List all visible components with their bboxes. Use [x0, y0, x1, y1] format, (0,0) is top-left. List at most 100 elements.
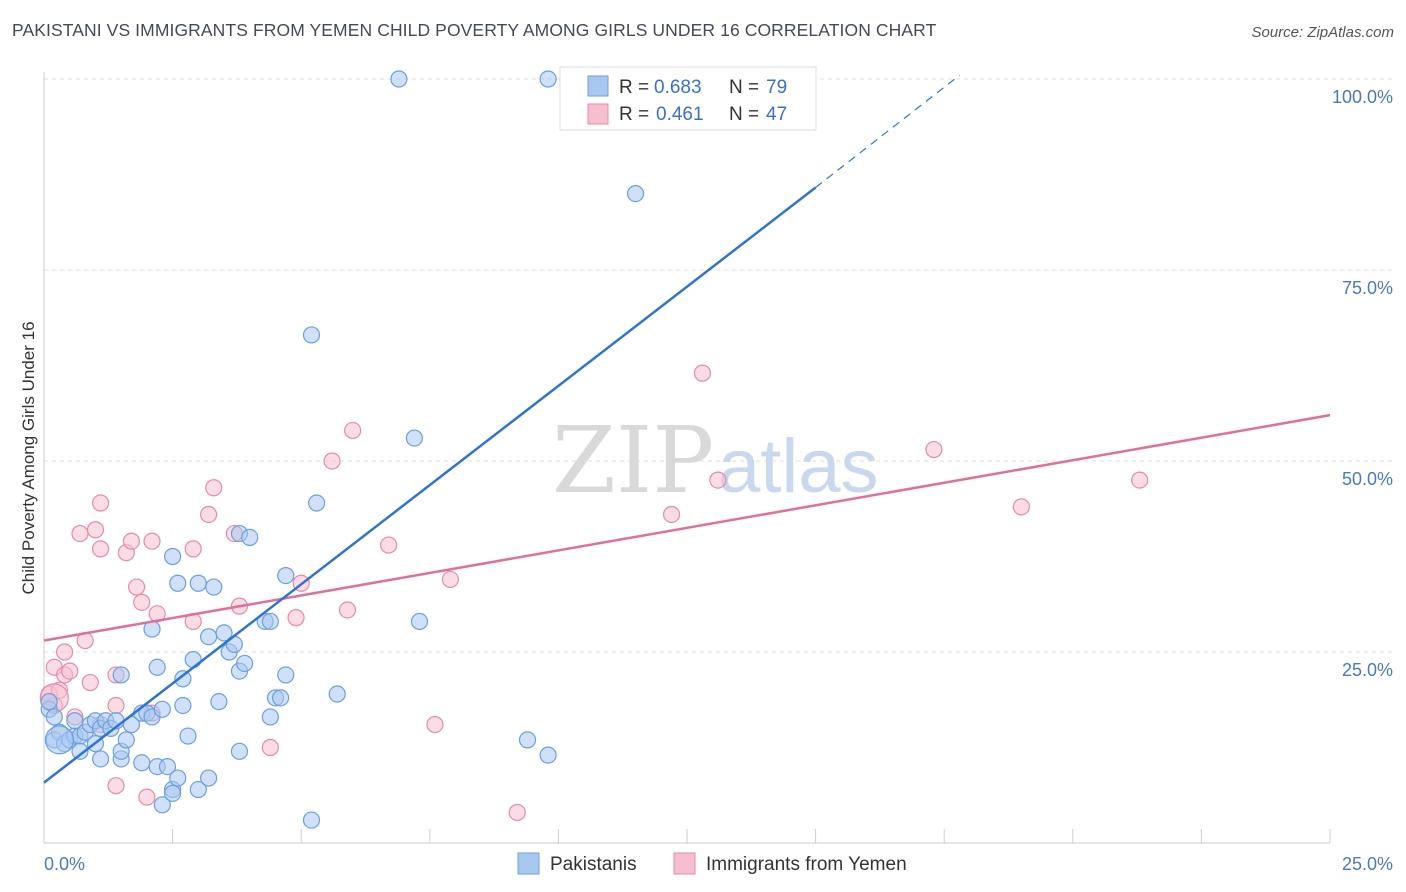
trend-lines [43, 74, 1331, 784]
legend-n-label-2: N = [729, 104, 759, 125]
pakistanis-point-32 [153, 796, 171, 814]
trend-line-yemen [43, 413, 1331, 642]
x-ticks [43, 829, 1331, 843]
chart-title: PAKISTANI VS IMMIGRANTS FROM YEMEN CHILD… [12, 20, 937, 40]
yemen-point-21 [133, 593, 151, 611]
yemen-point-44 [709, 471, 727, 489]
yemen-point-40 [441, 570, 459, 589]
yemen-point-23 [143, 532, 161, 550]
pakistanis-point-50 [215, 624, 233, 642]
pakistanis-point-65 [302, 811, 321, 829]
pakistanis-point-60 [261, 708, 279, 726]
yemen-point-20 [127, 578, 146, 596]
yemen-point-33 [287, 609, 305, 627]
pakistanis-point-23 [117, 731, 135, 749]
pakistanis-point-57 [241, 528, 259, 547]
yemen-point-29 [205, 479, 223, 497]
yemen-point-39 [426, 715, 444, 734]
pakistanis-point-49 [210, 693, 228, 711]
bottom-legend-swatch-pakistanis [517, 852, 540, 875]
legend-r-label-2: R = [619, 104, 649, 125]
y-tick-label-50: 50.0% [1342, 469, 1393, 489]
y-tick-labels: 25.0% 50.0% 75.0% 100.0% [1332, 87, 1393, 680]
pakistanis-point-59 [261, 612, 279, 631]
pakistanis-point-16 [91, 750, 110, 768]
pakistanis-point-34 [158, 757, 177, 776]
pakistanis-point-44 [189, 574, 207, 592]
pakistanis-point-22 [112, 666, 130, 684]
pakistanis-point-63 [277, 666, 295, 684]
watermark: ZIP atlas [552, 407, 879, 514]
yemen-point-43 [693, 364, 712, 382]
yemen-point-38 [380, 536, 398, 554]
legend-r-value-1: 0.683 [654, 77, 702, 98]
pakistanis-point-74 [539, 746, 557, 764]
pakistanis-point-30 [148, 658, 166, 676]
y-tick-label-75: 75.0% [1342, 278, 1393, 298]
yemen-point-47 [1131, 471, 1149, 489]
pakistanis-point-70 [405, 429, 423, 447]
yemen-point-14 [91, 540, 110, 558]
x-tick-label-min: 0.0% [44, 854, 85, 874]
yemen-point-35 [323, 452, 341, 470]
pakistanis-point-40 [174, 696, 192, 715]
pakistanis-point-75 [626, 185, 645, 203]
pakistanis-point-42 [179, 727, 197, 745]
legend-n-label-1: N = [729, 77, 759, 98]
pakistanis-point-25 [133, 754, 151, 772]
bottom-legend-label-pakistanis: Pakistanis [550, 854, 637, 875]
stats-legend: R = 0.683 N = 79 R = 0.461 N = 47 [559, 66, 817, 131]
legend-r-value-2: 0.461 [656, 104, 704, 125]
yemen-point-46 [1012, 498, 1030, 516]
pakistanis-point-68 [328, 685, 346, 703]
legend-r-label-1: R = [619, 77, 649, 98]
pakistanis-point-64 [277, 566, 295, 585]
pakistanis-point-73 [539, 70, 557, 88]
yemen-point-11 [86, 521, 105, 539]
yemen-point-27 [184, 540, 202, 558]
yemen-point-45 [925, 440, 943, 459]
pakistanis-point-66 [302, 326, 321, 344]
yemen-point-22 [138, 788, 156, 806]
pakistanis-point-53 [230, 742, 249, 760]
pakistanis-point-3 [45, 708, 63, 726]
bottom-legend: Pakistanis Immigrants from Yemen [517, 852, 907, 875]
pakistanis-point-47 [200, 628, 218, 646]
pakistanis-cluster-point [44, 725, 75, 755]
yemen-point-37 [344, 421, 362, 440]
x-tick-label-max: 25.0% [1342, 854, 1393, 874]
pakistanis-point-67 [308, 494, 326, 512]
pakistanis-point-71 [410, 612, 429, 631]
pakistanis-point-56 [236, 654, 254, 673]
pakistanis-point-69 [390, 70, 408, 88]
yemen-point-19 [122, 532, 141, 550]
yemen-point-10 [81, 673, 99, 692]
yemen-point-28 [200, 505, 218, 524]
legend-n-value-2: 47 [766, 104, 787, 125]
y-tick-label-25: 25.0% [1342, 660, 1393, 680]
yemen-point-16 [107, 777, 125, 795]
pakistanis-point-62 [272, 689, 290, 707]
pakistanis-point-36 [164, 784, 182, 802]
yemen-point-6 [61, 662, 79, 680]
grid-lines [44, 78, 1393, 653]
yemen-point-13 [91, 494, 110, 512]
yemen-point-41 [508, 803, 526, 822]
pakistanis-point-39 [169, 574, 187, 592]
pakistanis-point-37 [164, 547, 182, 566]
pakistanis-point-43 [184, 651, 202, 669]
watermark-zip: ZIP [552, 407, 714, 514]
legend-swatch-pakistanis [587, 75, 609, 97]
watermark-atlas: atlas [718, 424, 879, 509]
yemen-point-17 [107, 696, 125, 715]
bottom-legend-label-yemen: Immigrants from Yemen [706, 854, 907, 875]
yemen-point-32 [261, 738, 279, 757]
pakistanis-point-1 [40, 693, 58, 711]
y-axis-label: Child Poverty Among Girls Under 16 [19, 321, 38, 594]
legend-swatch-yemen [587, 103, 609, 125]
pakistanis-point-46 [200, 769, 218, 787]
trend-line-pakistanis-extension [815, 74, 961, 188]
pakistanis-point-48 [205, 578, 223, 596]
yemen-point-36 [338, 601, 357, 619]
